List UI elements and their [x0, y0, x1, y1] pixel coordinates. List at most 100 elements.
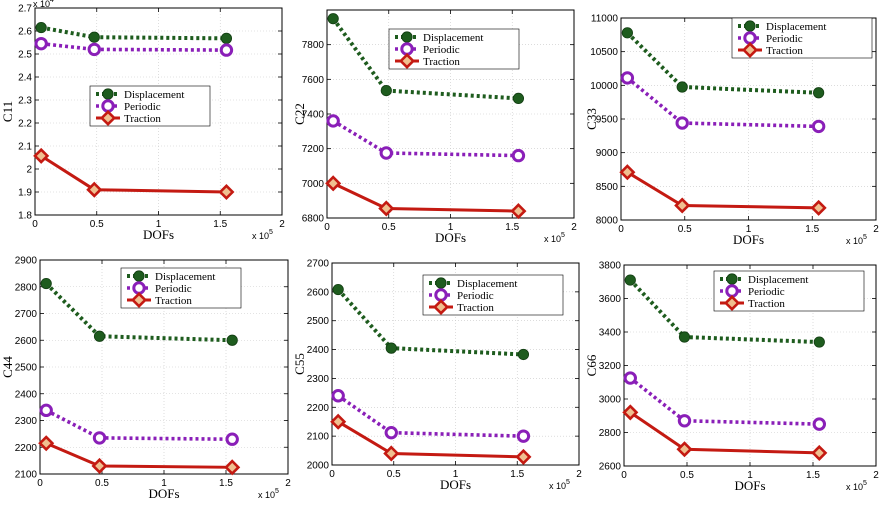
- x-axis-label: DOFs: [435, 230, 466, 245]
- legend-label-periodic: Periodic: [457, 290, 494, 302]
- legend-label-traction: Traction: [766, 45, 803, 57]
- legend-label-displacement: Displacement: [423, 32, 483, 44]
- data-point-periodic: [331, 389, 345, 403]
- y-tick-label: 2.4: [18, 73, 32, 84]
- x-axis-label: DOFs: [143, 227, 174, 242]
- x-tick-label: 0.5: [382, 222, 396, 233]
- series-line-traction: [629, 411, 820, 455]
- data-point-traction: [674, 197, 691, 214]
- data-point-displacement: [621, 27, 633, 39]
- x-tick-label: 0.5: [90, 219, 104, 230]
- x-tick-label: 0: [618, 224, 624, 235]
- legend-marker-periodic: [400, 42, 414, 56]
- x-tick-label: 0: [37, 478, 43, 489]
- series-line-displacement: [625, 31, 819, 95]
- y-tick-label: 10000: [590, 81, 618, 92]
- y-tick-label: 2.1: [18, 142, 32, 153]
- x-tick-label: 1: [161, 478, 167, 489]
- y-tick-label: 9500: [596, 115, 619, 126]
- legend-label-displacement: Displacement: [124, 89, 184, 101]
- chart-c22: 0 0.5 1 1.5 2 6800 7000 7200 7400 7600 7800 DOFs C22…: [292, 0, 584, 250]
- y-tick-label: 8500: [596, 182, 619, 193]
- legend-label-traction: Traction: [155, 295, 192, 307]
- data-point-periodic: [620, 71, 635, 85]
- data-point-displacement: [813, 87, 825, 99]
- y-tick-label: 2400: [15, 389, 38, 400]
- y-tick-label: 2500: [15, 363, 38, 374]
- legend-label-traction: Traction: [457, 302, 494, 314]
- series-line-periodic: [45, 408, 233, 442]
- y-axis-label: C66: [584, 354, 599, 376]
- data-point-displacement: [220, 32, 233, 44]
- chart-svg: 0 0.5 1 1.5 2 8000 8500 9000 9500 10000 10500 11000…: [584, 14, 879, 248]
- data-point-periodic: [811, 119, 826, 134]
- data-point-displacement: [88, 31, 100, 43]
- legend-marker-displacement: [435, 277, 447, 289]
- legend-marker-traction: [99, 109, 117, 127]
- y-tick-label: 11000: [591, 14, 619, 25]
- x-multiplier: x 105: [846, 480, 867, 492]
- data-point-displacement: [327, 13, 339, 25]
- legend-marker-traction: [432, 298, 450, 316]
- legend-marker-periodic: [743, 31, 757, 45]
- y-tick-label: 8000: [596, 216, 619, 227]
- legend-label-traction: Traction: [423, 56, 460, 68]
- series-line-periodic: [332, 119, 519, 158]
- y-tick-label: 3800: [599, 261, 622, 272]
- y-tick-label: 7600: [302, 75, 325, 86]
- x-tick-label: 1.5: [510, 469, 524, 480]
- chart-c55: 0 0.5 1 1.5 2 2000 2100 2200 2300 2400 2500 2600 270…: [292, 250, 584, 502]
- x-tick-label: 2: [571, 222, 577, 233]
- y-tick-label: 2.6: [18, 27, 32, 38]
- x-tick-label: 2: [279, 219, 285, 230]
- legend-marker-displacement: [102, 88, 114, 100]
- data-point-displacement: [380, 85, 392, 97]
- y-tick-label: 3000: [599, 395, 622, 406]
- y-tick-label: 7400: [302, 110, 325, 121]
- y-tick-label: 2400: [307, 345, 330, 356]
- y-tick-label: 10500: [590, 47, 618, 58]
- data-point-displacement: [385, 342, 397, 354]
- y-tick-label: 2200: [15, 443, 38, 454]
- data-point-traction: [86, 181, 103, 198]
- chart-svg: 0 0.5 1 1.5 2 2600 2800 3000 3200 3400 3600 3800 DOF…: [584, 261, 879, 494]
- chart-c66: 0 0.5 1 1.5 2 2600 2800 3000 3200 3400 3600 3800 DOF…: [584, 250, 886, 502]
- x-tick-label: 0: [32, 219, 38, 230]
- y-tick-label: 2.2: [18, 119, 32, 130]
- y-tick-label: 2100: [307, 432, 330, 443]
- x-tick-label: 0: [329, 469, 335, 480]
- data-point-periodic: [516, 429, 531, 443]
- legend-marker-traction: [130, 291, 148, 309]
- chart-svg: 0 0.5 1 1.5 2 2000 2100 2200 2300 2400 2500 2600 270…: [292, 259, 582, 493]
- y-tick-label: 3200: [599, 361, 622, 372]
- series-line-traction: [45, 441, 233, 469]
- y-tick-label: 3600: [599, 294, 622, 305]
- x-tick-label: 2: [576, 469, 582, 480]
- y-axis-label: C11: [0, 101, 15, 122]
- data-point-displacement: [517, 348, 530, 361]
- data-point-periodic: [379, 146, 393, 160]
- y-tick-label: 2300: [15, 416, 38, 427]
- y-multiplier: x 104: [33, 0, 54, 9]
- chart-c44: 0 0.5 1 1.5 2 2100 2200 2300 2400 2500 2600 2700 280…: [0, 250, 292, 502]
- data-point-traction: [515, 448, 532, 465]
- data-point-periodic: [677, 414, 692, 428]
- data-point-displacement: [35, 21, 47, 34]
- series-line-periodic: [337, 394, 524, 438]
- legend-label-displacement: Displacement: [155, 271, 215, 283]
- data-point-periodic: [623, 371, 637, 385]
- legend-marker-displacement: [133, 270, 145, 282]
- x-axis-label: DOFs: [734, 478, 765, 493]
- x-tick-label: 0.5: [387, 469, 401, 480]
- data-point-periodic: [87, 42, 101, 57]
- data-point-traction: [91, 457, 108, 475]
- chart-svg: 0 0.5 1 1.5 2 6800 7000 7200 7400 7600 7800 DOFs C22…: [292, 9, 577, 245]
- legend-label-periodic: Periodic: [423, 44, 460, 56]
- y-tick-label: 2600: [599, 462, 622, 473]
- chart-svg: 0 0.5 1 1.5 2 2100 2200 2300 2400 2500 2600 2700 280…: [0, 256, 291, 502]
- data-point-traction: [33, 147, 50, 164]
- y-tick-label: 2.5: [18, 50, 32, 61]
